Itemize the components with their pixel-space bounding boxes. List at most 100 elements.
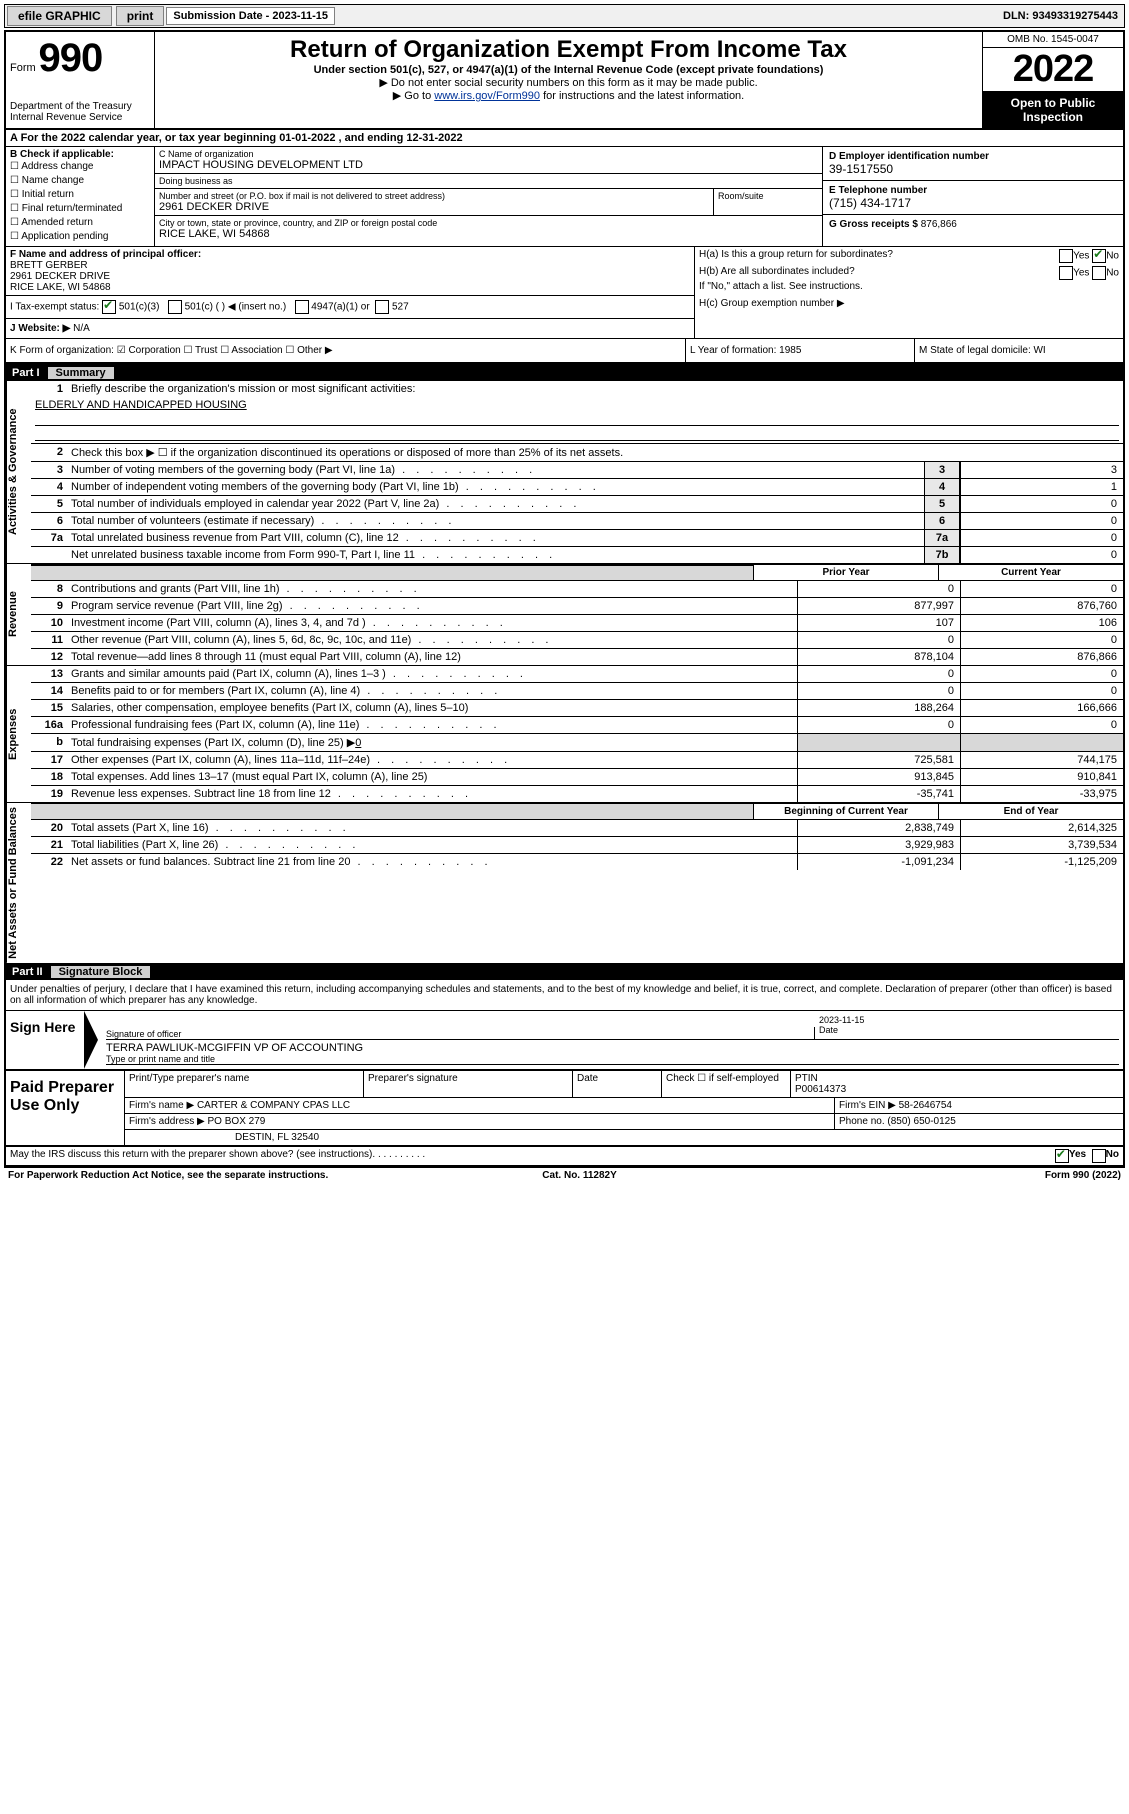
form-container: Form 990 Department of the Treasury Inte… xyxy=(4,30,1125,1168)
gross-receipts-value: 876,866 xyxy=(921,219,957,230)
hdr-prior-year: Prior Year xyxy=(753,565,938,580)
hc-label: H(c) Group exemption number ▶ xyxy=(699,298,1119,309)
row-a-tax-year: A For the 2022 calendar year, or tax yea… xyxy=(6,130,1123,147)
firm-addr-label: Firm's address ▶ xyxy=(129,1116,205,1127)
prep-date-label: Date xyxy=(573,1071,662,1097)
line22-label: Net assets or fund balances. Subtract li… xyxy=(67,854,797,870)
org-name: IMPACT HOUSING DEVELOPMENT LTD xyxy=(159,159,818,171)
firm-name-label: Firm's name ▶ xyxy=(129,1100,194,1111)
line15-label: Salaries, other compensation, employee b… xyxy=(67,700,797,716)
sig-officer-label: Signature of officer xyxy=(106,1027,814,1039)
chk-application-pending[interactable]: ☐ Application pending xyxy=(10,230,150,244)
form-subtitle: Under section 501(c), 527, or 4947(a)(1)… xyxy=(159,64,978,76)
officer-city: RICE LAKE, WI 54868 xyxy=(10,282,111,293)
room-label: Room/suite xyxy=(718,191,818,201)
part1-header: Part I Summary xyxy=(6,365,1123,381)
mission-text: ELDERLY AND HANDICAPPED HOUSING xyxy=(35,399,1119,411)
dept-treasury: Department of the Treasury xyxy=(10,101,150,112)
dba-label: Doing business as xyxy=(159,176,818,186)
line7b-label: Net unrelated business taxable income fr… xyxy=(67,547,924,563)
line3-label: Number of voting members of the governin… xyxy=(67,462,924,478)
paid-preparer-label: Paid Preparer Use Only xyxy=(6,1071,125,1145)
pra-notice: For Paperwork Reduction Act Notice, see … xyxy=(8,1170,328,1181)
line18-label: Total expenses. Add lines 13–17 (must eq… xyxy=(67,769,797,785)
line5-label: Total number of individuals employed in … xyxy=(67,496,924,512)
line7b-val: 0 xyxy=(960,547,1123,563)
firm-name-value: CARTER & COMPANY CPAS LLC xyxy=(197,1100,350,1111)
gross-receipts-label: G Gross receipts $ xyxy=(829,219,918,230)
submission-date: Submission Date - 2023-11-15 xyxy=(166,7,335,25)
chk-name-change[interactable]: ☐ Name change xyxy=(10,174,150,188)
website-label: J Website: ▶ xyxy=(10,323,70,334)
officer-name: BRETT GERBER xyxy=(10,260,88,271)
firm-addr2: DESTIN, FL 32540 xyxy=(125,1130,1123,1145)
tax-exempt-label: I Tax-exempt status: xyxy=(10,302,99,313)
tab-net-assets: Net Assets or Fund Balances xyxy=(6,803,31,963)
city-value: RICE LAKE, WI 54868 xyxy=(159,228,818,240)
open-public-badge: Open to Public Inspection xyxy=(983,92,1123,128)
line3-val: 3 xyxy=(960,462,1123,478)
efile-button[interactable]: efile GRAPHIC xyxy=(7,6,112,26)
line17-label: Other expenses (Part IX, column (A), lin… xyxy=(67,752,797,768)
firm-addr1: PO BOX 279 xyxy=(208,1116,266,1127)
firm-phone-value: (850) 650-0125 xyxy=(887,1116,955,1127)
line13-label: Grants and similar amounts paid (Part IX… xyxy=(67,666,797,682)
irs-label: Internal Revenue Service xyxy=(10,112,150,123)
chk-initial-return[interactable]: ☐ Initial return xyxy=(10,188,150,202)
chk-final-return[interactable]: ☐ Final return/terminated xyxy=(10,202,150,216)
hb-note: If "No," attach a list. See instructions… xyxy=(699,281,1119,292)
row-k: K Form of organization: ☑ Corporation ☐ … xyxy=(6,339,686,362)
ptin-value: P00614373 xyxy=(795,1084,846,1095)
chk-501c3[interactable] xyxy=(102,300,116,314)
street-value: 2961 DECKER DRIVE xyxy=(159,201,709,213)
chk-address-change[interactable]: ☐ Address change xyxy=(10,160,150,174)
section-b-label: B Check if applicable: xyxy=(10,149,114,160)
chk-hb-no[interactable] xyxy=(1092,266,1106,280)
street-label: Number and street (or P.O. box if mail i… xyxy=(159,191,709,201)
chk-527[interactable] xyxy=(375,300,389,314)
chk-discuss-yes[interactable] xyxy=(1055,1149,1069,1163)
line11-label: Other revenue (Part VIII, column (A), li… xyxy=(67,632,797,648)
line12-label: Total revenue—add lines 8 through 11 (mu… xyxy=(67,649,797,665)
line7a-label: Total unrelated business revenue from Pa… xyxy=(67,530,924,546)
line20-label: Total assets (Part X, line 16) xyxy=(67,820,797,836)
sig-date-value: 2023-11-15 xyxy=(819,1015,1119,1025)
irs-link[interactable]: www.irs.gov/Form990 xyxy=(434,90,540,102)
line6-label: Total number of volunteers (estimate if … xyxy=(67,513,924,529)
tab-expenses: Expenses xyxy=(6,666,31,802)
line21-label: Total liabilities (Part X, line 26) xyxy=(67,837,797,853)
line2-label: Check this box ▶ ☐ if the organization d… xyxy=(67,444,1123,461)
hdr-end: End of Year xyxy=(938,804,1123,819)
tab-governance: Activities & Governance xyxy=(6,381,31,563)
phone-label: E Telephone number xyxy=(829,185,1117,196)
print-button[interactable]: print xyxy=(116,6,165,26)
omb-number: OMB No. 1545-0047 xyxy=(983,32,1123,48)
chk-hb-yes[interactable] xyxy=(1059,266,1073,280)
line8-label: Contributions and grants (Part VIII, lin… xyxy=(67,581,797,597)
tax-year: 2022 xyxy=(983,48,1123,92)
officer-label: F Name and address of principal officer: xyxy=(10,249,201,260)
chk-501c[interactable] xyxy=(168,300,182,314)
sign-arrow-icon xyxy=(84,1011,98,1069)
part2-header: Part II Signature Block xyxy=(6,964,1123,980)
discuss-label: May the IRS discuss this return with the… xyxy=(10,1149,372,1163)
form-title: Return of Organization Exempt From Incom… xyxy=(159,36,978,64)
firm-ein-label: Firm's EIN ▶ xyxy=(839,1100,896,1111)
chk-4947[interactable] xyxy=(295,300,309,314)
chk-ha-no[interactable] xyxy=(1092,249,1106,263)
city-label: City or town, state or province, country… xyxy=(159,218,818,228)
hdr-current-year: Current Year xyxy=(938,565,1123,580)
row-l: L Year of formation: 1985 xyxy=(686,339,915,362)
prep-sig-label: Preparer's signature xyxy=(364,1071,573,1097)
chk-amended-return[interactable]: ☐ Amended return xyxy=(10,216,150,230)
org-name-label: C Name of organization xyxy=(159,149,818,159)
chk-ha-yes[interactable] xyxy=(1059,249,1073,263)
prep-name-label: Print/Type preparer's name xyxy=(125,1071,364,1097)
line16a-label: Professional fundraising fees (Part IX, … xyxy=(67,717,797,733)
line14-label: Benefits paid to or for members (Part IX… xyxy=(67,683,797,699)
firm-ein-value: 58-2646754 xyxy=(899,1100,952,1111)
firm-phone-label: Phone no. xyxy=(839,1116,885,1127)
chk-discuss-no[interactable] xyxy=(1092,1149,1106,1163)
line4-val: 1 xyxy=(960,479,1123,495)
line1-label: Briefly describe the organization's miss… xyxy=(67,381,1123,397)
